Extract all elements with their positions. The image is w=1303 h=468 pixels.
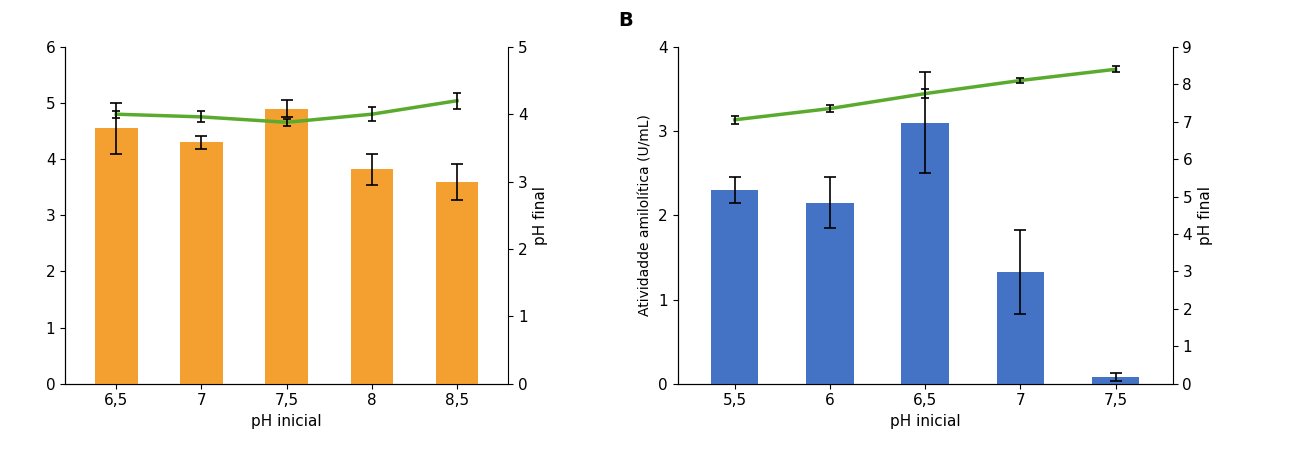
Bar — [807, 203, 853, 384]
Bar — [1092, 377, 1139, 384]
Bar — [902, 123, 949, 384]
Y-axis label: pH final: pH final — [533, 186, 549, 245]
Bar — [435, 182, 478, 384]
Y-axis label: Atividadde amilolítica (U/mL): Atividadde amilolítica (U/mL) — [638, 114, 653, 316]
Text: B: B — [618, 11, 633, 30]
X-axis label: pH inicial: pH inicial — [251, 414, 322, 429]
Bar — [180, 142, 223, 384]
Bar — [266, 109, 308, 384]
Bar — [997, 272, 1044, 384]
Bar — [95, 128, 138, 384]
X-axis label: pH inicial: pH inicial — [890, 414, 960, 429]
Bar — [711, 190, 758, 384]
Y-axis label: pH final: pH final — [1197, 186, 1213, 245]
Bar — [351, 169, 394, 384]
